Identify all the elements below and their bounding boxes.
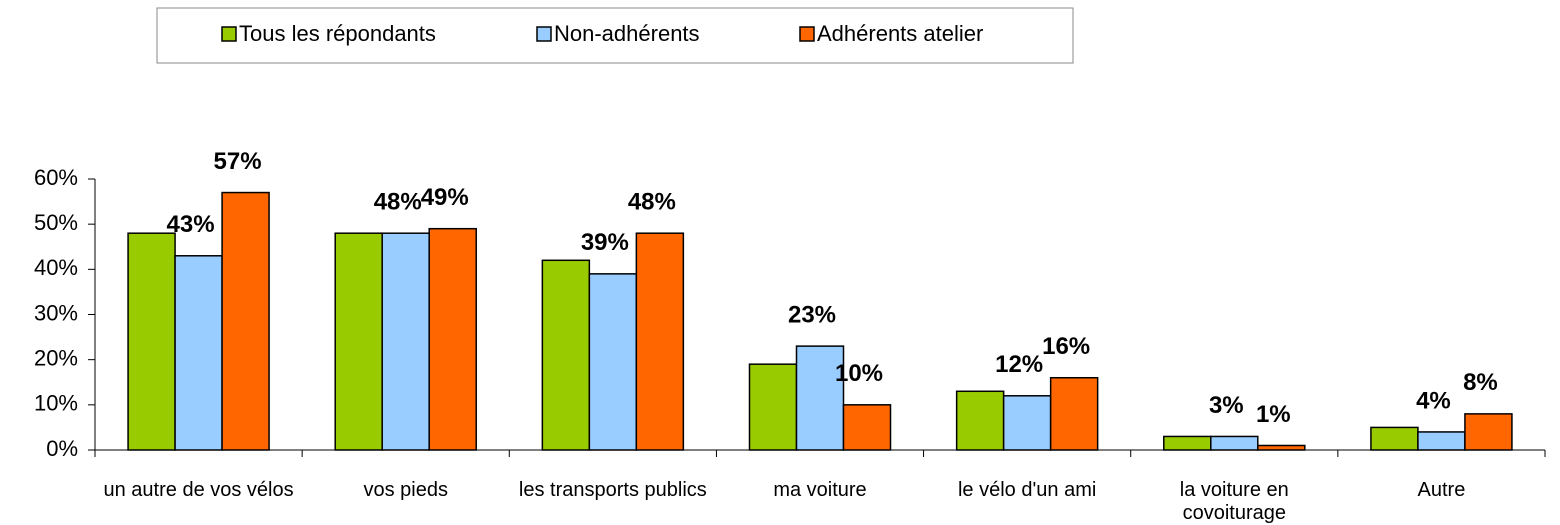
x-tick-label: le vélo d'un ami xyxy=(957,479,1097,501)
bar xyxy=(174,255,223,451)
data-label: 3% xyxy=(1209,392,1244,419)
legend-swatch xyxy=(799,26,815,42)
bar xyxy=(1163,435,1212,451)
bar xyxy=(1049,376,1099,451)
bar xyxy=(541,259,591,451)
y-tick-label: 10% xyxy=(34,391,78,416)
bar xyxy=(127,232,176,451)
bar xyxy=(334,232,383,451)
data-label: 48% xyxy=(374,189,422,216)
y-tick-label: 40% xyxy=(34,255,78,280)
legend-label: Adhérents atelier xyxy=(817,21,983,46)
data-label: 8% xyxy=(1463,369,1498,396)
bar xyxy=(1002,395,1052,451)
legend-label: Tous les répondants xyxy=(239,21,436,46)
y-tick-label: 0% xyxy=(46,436,78,461)
bar xyxy=(381,232,430,451)
y-tick-label: 30% xyxy=(34,300,78,325)
data-label: 48% xyxy=(628,189,676,216)
data-label: 4% xyxy=(1416,387,1451,414)
data-label: 23% xyxy=(788,301,836,328)
bar xyxy=(955,390,1005,451)
data-label: 57% xyxy=(214,148,262,175)
legend-box xyxy=(156,7,1074,64)
data-label: 16% xyxy=(1042,333,1090,360)
data-label: 10% xyxy=(835,360,883,387)
legend-swatch xyxy=(221,26,237,42)
bar xyxy=(1370,426,1419,451)
bar xyxy=(635,232,685,451)
bar xyxy=(588,273,638,451)
bar xyxy=(795,345,845,451)
data-label: 39% xyxy=(581,229,629,256)
x-tick-label: un autre de vos vélos xyxy=(103,479,294,501)
data-label: 49% xyxy=(421,184,469,211)
bar xyxy=(1464,413,1513,451)
bar xyxy=(1210,435,1259,451)
bar xyxy=(1257,444,1306,451)
y-tick-label: 50% xyxy=(34,210,78,235)
bar xyxy=(1417,431,1466,451)
y-tick-label: 20% xyxy=(34,345,78,370)
x-tick-label: les transports publics xyxy=(518,479,707,501)
x-tick-label: ma voiture xyxy=(773,479,867,501)
bar xyxy=(428,227,477,451)
legend-label: Non-adhérents xyxy=(554,21,700,46)
bar xyxy=(748,363,798,451)
bar xyxy=(221,191,270,451)
data-label: 1% xyxy=(1256,401,1291,428)
data-label: 12% xyxy=(995,351,1043,378)
bar xyxy=(842,404,892,451)
x-tick-label: Autre xyxy=(1417,479,1466,501)
x-tick-label: vos pieds xyxy=(363,479,448,501)
data-label: 43% xyxy=(167,211,215,238)
x-tick-label: la voiture en covoiturage xyxy=(1179,479,1289,524)
y-tick-label: 60% xyxy=(34,165,78,190)
legend-swatch xyxy=(536,26,552,42)
